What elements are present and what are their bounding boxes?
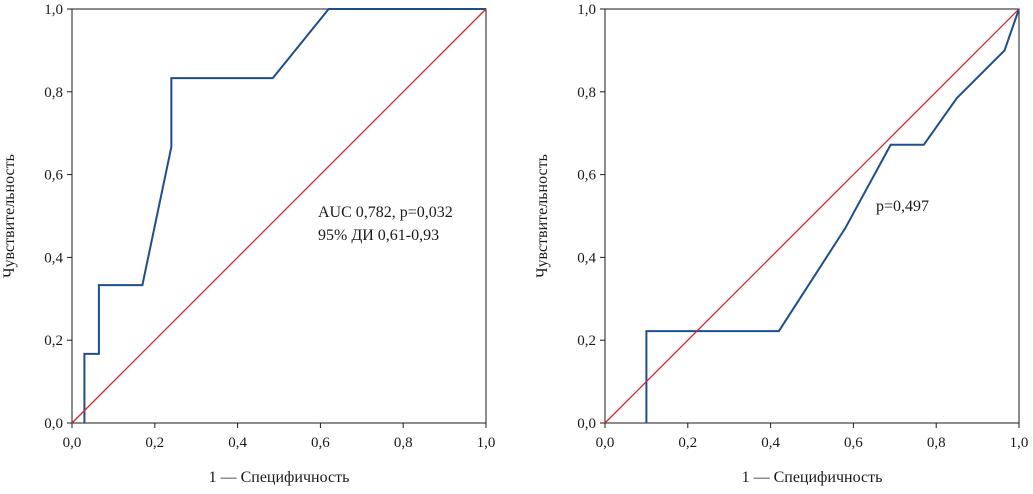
plot-frame [604,8,1020,424]
roc-panel-1: 0,0 0,2 0,4 0,6 0,8 1,0 0,0 0,2 0,4 0,6 0,8 1,0 1 — … [1,2,495,486]
x-tick-label: 0,0 [63,435,82,451]
x-tick-label: 0,8 [927,435,946,451]
annotation-text: 95% ДИ 0,61-0,93 [318,227,439,244]
y-tick-label: 0,8 [44,85,63,101]
y-tick-label: 0,2 [577,333,596,349]
x-tick-label: 0,2 [145,435,164,451]
annotation-text: AUC 0,782, p=0,032 [318,204,453,221]
x-axis-title: 1 — Специфичность [209,469,350,486]
reference-diagonal-line [604,8,1020,424]
x-axis-title: 1 — Специфичность [742,469,883,486]
x-tick-label: 0,2 [678,435,697,451]
x-tick-label: 0,6 [311,435,330,451]
x-tick-label: 1,0 [477,435,496,451]
y-tick-label: 0,0 [577,416,596,432]
y-tick-label: 0,2 [44,333,63,349]
roc-curve-line [83,8,486,423]
roc-curve-line [645,8,1020,423]
x-tick-label: 0,8 [394,435,413,451]
reference-diagonal-line [71,8,487,424]
y-tick-label: 0,6 [577,168,596,184]
y-tick-label: 0,8 [577,85,596,101]
y-tick-label: 0,4 [577,250,596,266]
x-tick-label: 0,4 [228,435,247,451]
roc-panel-2: 0,0 0,2 0,4 0,6 0,8 1,0 0,0 0,2 0,4 0,6 0,8 1,0 1 — … [534,2,1028,486]
y-tick-label: 0,0 [44,416,63,432]
x-tick-label: 1,0 [1010,435,1029,451]
y-tick-label: 1,0 [577,2,596,18]
y-tick-label: 0,4 [44,250,63,266]
y-tick-label: 1,0 [44,2,63,18]
y-tick-label: 0,6 [44,168,63,184]
x-tick-label: 0,6 [844,435,863,451]
annotation-text: p=0,497 [876,198,929,215]
x-tick-label: 0,0 [596,435,615,451]
x-tick-label: 0,4 [761,435,780,451]
plot-frame [71,8,487,424]
y-axis-title: Чувствительность [1,154,18,278]
y-axis-title: Чувствительность [534,154,551,278]
